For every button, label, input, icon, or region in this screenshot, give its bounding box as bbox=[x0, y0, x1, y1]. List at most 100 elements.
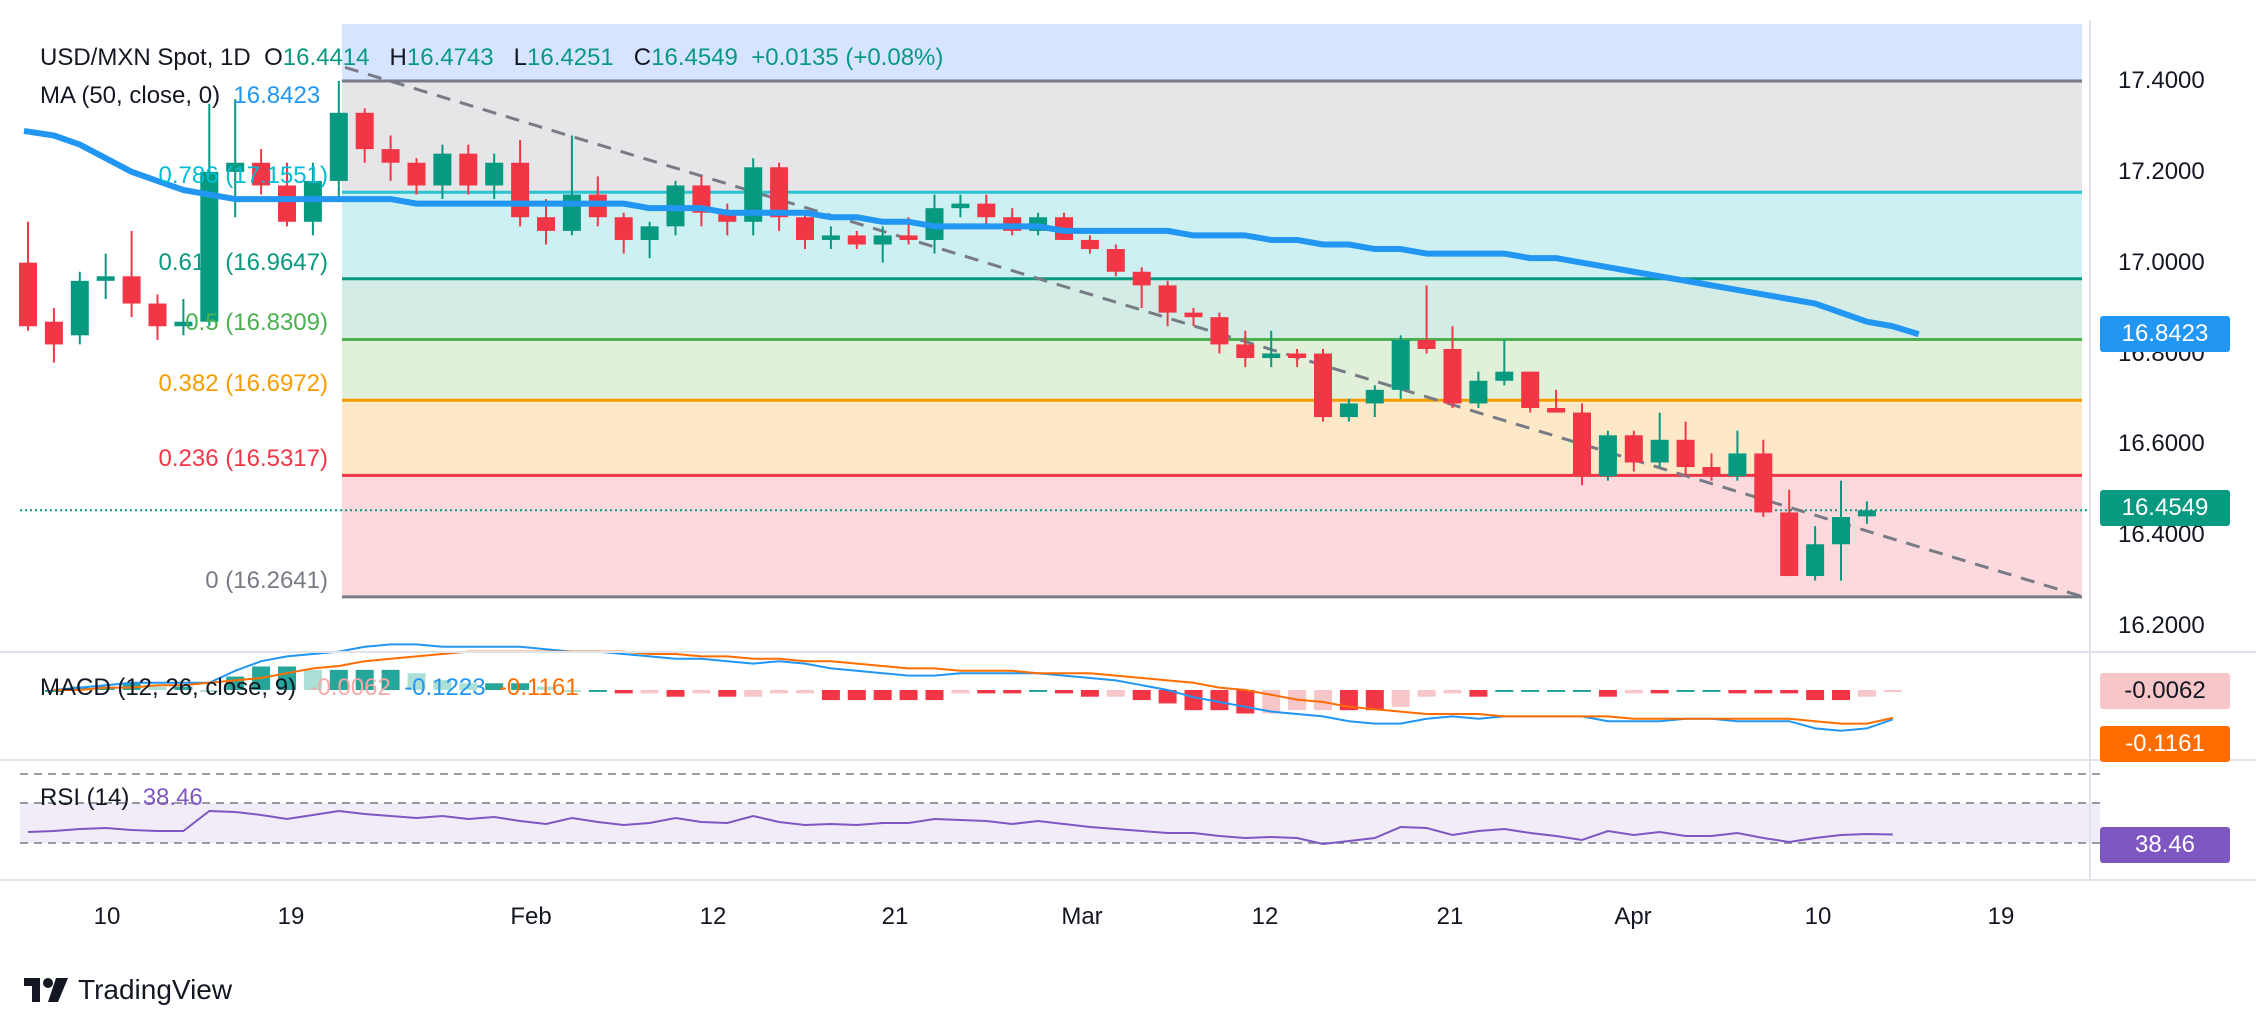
candle-body bbox=[1288, 353, 1307, 359]
close-value: 16.4549 bbox=[651, 44, 738, 71]
trendline bbox=[344, 65, 2083, 598]
candle-body bbox=[1624, 435, 1643, 463]
price-axis-label: 17.4000 bbox=[2118, 67, 2205, 94]
price-axis-label: 17.0000 bbox=[2118, 248, 2205, 276]
macd-histogram-bar bbox=[1417, 690, 1436, 697]
fib-label: 0.382 (16.6972) bbox=[158, 370, 328, 398]
candle-body bbox=[1158, 285, 1177, 313]
macd-histogram-bar bbox=[1780, 690, 1799, 694]
macd-label: MACD (12, 26, close, 9) bbox=[40, 674, 297, 701]
candle-body bbox=[148, 303, 167, 327]
date-axis-label: 12 bbox=[699, 903, 727, 930]
candles bbox=[19, 81, 1876, 581]
candle-body bbox=[1184, 312, 1203, 318]
descending-trendline bbox=[344, 65, 2083, 598]
candle-body bbox=[1598, 435, 1617, 477]
candle-body bbox=[718, 212, 737, 222]
candle-body bbox=[252, 162, 271, 186]
macd-histogram-bar bbox=[303, 669, 322, 690]
candle-body bbox=[640, 226, 659, 240]
fib-label: 0.236 (16.5317) bbox=[158, 445, 328, 473]
macd-histogram-bar bbox=[200, 690, 219, 692]
rsi-line bbox=[27, 809, 1893, 846]
candle-body bbox=[200, 171, 219, 322]
macd-histogram-bar bbox=[174, 686, 193, 690]
macd-histogram-bar bbox=[562, 690, 581, 692]
macd-histogram-bar bbox=[1495, 690, 1514, 692]
candle-body bbox=[899, 235, 918, 240]
macd-histogram-bar bbox=[796, 690, 814, 694]
fib-band bbox=[342, 475, 2082, 597]
macd-hist-tag: -0.0062 bbox=[2100, 673, 2230, 709]
macd-histogram-bar bbox=[1132, 690, 1151, 701]
tradingview-logo[interactable]: TradingView bbox=[24, 974, 232, 1006]
candle-body bbox=[977, 203, 996, 218]
macd-histogram-bar bbox=[1029, 690, 1048, 692]
candle-body bbox=[1857, 510, 1876, 517]
macd-histogram-bar bbox=[614, 690, 633, 694]
macd-histogram-bar bbox=[1443, 690, 1462, 694]
macd-histogram-bar bbox=[1832, 690, 1850, 701]
price-axis-label: 16.2000 bbox=[2118, 612, 2205, 639]
candle-body bbox=[614, 217, 633, 240]
date-axis-label: 10 bbox=[93, 903, 121, 930]
macd-hist-value: -0.0062 bbox=[309, 674, 391, 701]
candle-body bbox=[407, 162, 426, 186]
candle-body bbox=[1106, 249, 1125, 272]
macd-histogram-bar bbox=[433, 679, 452, 690]
fib-label: 0.618 (16.9647) bbox=[158, 248, 328, 276]
macd-histogram-bar bbox=[1055, 690, 1073, 694]
fib-bands bbox=[342, 24, 2082, 597]
rsi-value: 38.46 bbox=[142, 784, 203, 811]
macd-histogram-bar bbox=[1650, 690, 1669, 694]
macd-histogram-bar bbox=[511, 683, 530, 690]
macd-histogram-bar bbox=[459, 683, 478, 690]
rsi-label: RSI (14) bbox=[40, 784, 130, 811]
candle-body bbox=[485, 162, 504, 186]
high-value: 16.4743 bbox=[406, 44, 494, 71]
fib-band bbox=[342, 339, 2082, 401]
macd-histogram-bar bbox=[1728, 690, 1747, 694]
macd-pane bbox=[44, 643, 1902, 732]
last-price-tag: 16.4549 bbox=[2100, 490, 2230, 526]
candle-body bbox=[821, 235, 840, 240]
macd-histogram-bar bbox=[537, 686, 555, 690]
candle-body bbox=[511, 162, 530, 218]
candle-body bbox=[329, 112, 348, 181]
macd-histogram-bar bbox=[847, 690, 866, 701]
open-value: 16.4414 bbox=[282, 44, 370, 71]
change-value: +0.0135 (+0.08%) bbox=[751, 44, 944, 71]
macd-histogram-bar bbox=[329, 669, 348, 690]
open-label: O bbox=[264, 44, 283, 71]
candle-body bbox=[1547, 408, 1566, 413]
macd-histogram-bar bbox=[1573, 690, 1591, 692]
ma-legend: MA (50, close, 0) 16.8423 bbox=[40, 82, 320, 110]
candle-body bbox=[433, 153, 452, 186]
candle-body bbox=[1443, 348, 1462, 404]
candle-body bbox=[1832, 517, 1850, 545]
candle-body bbox=[1417, 339, 1436, 349]
macd-histogram-bar bbox=[1883, 690, 1902, 693]
date-axis-label: 19 bbox=[277, 903, 305, 930]
ma-price-tag-text: 16.8423 bbox=[2121, 320, 2209, 347]
macd-histogram-bar bbox=[718, 690, 737, 697]
macd-histogram-bar bbox=[148, 686, 167, 690]
band-top bbox=[342, 24, 2082, 81]
candle-body bbox=[537, 217, 555, 231]
ma-price-tag: 16.8423 bbox=[2100, 316, 2230, 352]
symbol-title: USD/MXN Spot, 1D bbox=[40, 44, 251, 71]
candle-body bbox=[1676, 439, 1695, 468]
macd-histogram-bar bbox=[1106, 690, 1125, 697]
macd-histogram-bar bbox=[355, 669, 374, 690]
candle-body bbox=[951, 203, 970, 209]
macd-histogram-bar bbox=[485, 683, 504, 690]
macd-histogram-bar bbox=[1236, 690, 1255, 714]
candle-body bbox=[873, 235, 892, 245]
candle-body bbox=[1780, 512, 1799, 577]
macd-histogram-bar bbox=[1702, 690, 1721, 692]
candle-body bbox=[562, 194, 581, 231]
macd-signal-tag: -0.1161 bbox=[2100, 726, 2230, 762]
fib-label: 0.786 (17.1551) bbox=[158, 162, 328, 190]
rsi-pane bbox=[20, 773, 2100, 846]
